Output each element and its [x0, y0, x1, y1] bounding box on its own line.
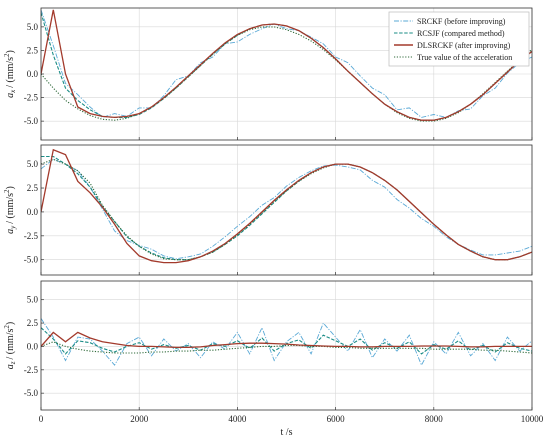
y-label-unit-close: ): [5, 186, 16, 189]
y-tick-label: 0.0: [27, 341, 39, 351]
y-label-subscript: y: [9, 225, 17, 230]
y-tick-label: 5.0: [27, 22, 39, 32]
series-2-line: [41, 155, 532, 261]
y-label-symbol: a: [5, 364, 16, 369]
y-tick-label: 5.0: [27, 295, 39, 305]
y-tick-label: -5.0: [24, 255, 39, 265]
panel-frame: [40, 7, 533, 141]
x-tick-label: 4000: [228, 414, 247, 424]
y-tick-label: 2.5: [27, 45, 39, 55]
x-tick-label: 2000: [130, 414, 149, 424]
x-tick-label: 8000: [425, 414, 444, 424]
y-label-unit: / (mm/s: [5, 329, 16, 360]
legend-entry: DLSRCKF (after improving): [417, 41, 511, 50]
legend: SRCKF (before improving) RCSJF (compared …: [388, 11, 530, 67]
x-tick-label: 6000: [327, 414, 346, 424]
series-3-line: [41, 148, 532, 264]
panel-3: -5.0 -2.5 0.0 2.5 5.0 0 2000 4000 6000 8000 10000 t…: [3, 280, 544, 438]
y-tick-label: 0.0: [27, 69, 39, 79]
y-tick-label: 0.0: [27, 207, 39, 217]
y-label-unit-close: ): [5, 50, 16, 53]
panel-2: -5.0 -2.5 0.0 2.5 5.0 ay/ (mm/s2): [3, 144, 533, 276]
y-tick-label: 2.5: [27, 318, 39, 328]
x-axis-label: t /s: [281, 427, 293, 438]
chart-panels: -5.0-2.50.02.55.0ax/ (mm/s2)-5.0-2.50.02…: [3, 7, 544, 438]
y-label-exponent: 2: [3, 53, 11, 57]
y-label-subscript: x: [9, 89, 17, 94]
y-label-unit: / (mm/s: [5, 57, 16, 88]
series-3-line: [41, 331, 532, 349]
y-axis-label: az/ (mm/s2): [3, 322, 17, 369]
y-label-unit: / (mm/s: [5, 193, 16, 224]
panel-frame: [40, 280, 533, 411]
y-tick-label: -2.5: [24, 231, 39, 241]
y-label-unit-close: ): [5, 322, 16, 325]
series-1-line: [41, 318, 532, 367]
y-tick-label: -2.5: [24, 365, 39, 375]
series-3-line: [41, 9, 532, 121]
series-4-line: [41, 158, 532, 261]
y-tick-label: -2.5: [24, 93, 39, 103]
legend-entry: True value of the acceleration: [417, 53, 512, 62]
y-label-subscript: z: [9, 361, 17, 365]
y-axis-label: ax/ (mm/s2): [3, 50, 17, 98]
x-tick-label: 0: [39, 414, 44, 424]
y-tick-label: 5.0: [27, 159, 39, 169]
y-label-exponent: 2: [3, 189, 11, 193]
x-tick-label: 10000: [521, 414, 544, 424]
y-label-symbol: a: [5, 93, 16, 98]
y-tick-label: -5.0: [24, 116, 39, 126]
legend-box: [388, 11, 530, 67]
series-4-line: [41, 341, 532, 354]
y-label-symbol: a: [5, 229, 16, 234]
panel-1: -5.0 -2.5 0.0 2.5 5.0 ax/ (mm/s2): [3, 7, 533, 141]
legend-entry: RCSJF (compared method): [417, 29, 505, 38]
y-axis-label: ay/ (mm/s2): [3, 186, 17, 234]
panel-frame: [40, 144, 533, 276]
legend-entry: SRCKF (before improving): [417, 17, 506, 26]
y-label-exponent: 2: [3, 325, 11, 329]
series-4-line: [41, 26, 532, 122]
y-tick-label: 2.5: [27, 183, 39, 193]
y-tick-label: -5.0: [24, 388, 39, 398]
